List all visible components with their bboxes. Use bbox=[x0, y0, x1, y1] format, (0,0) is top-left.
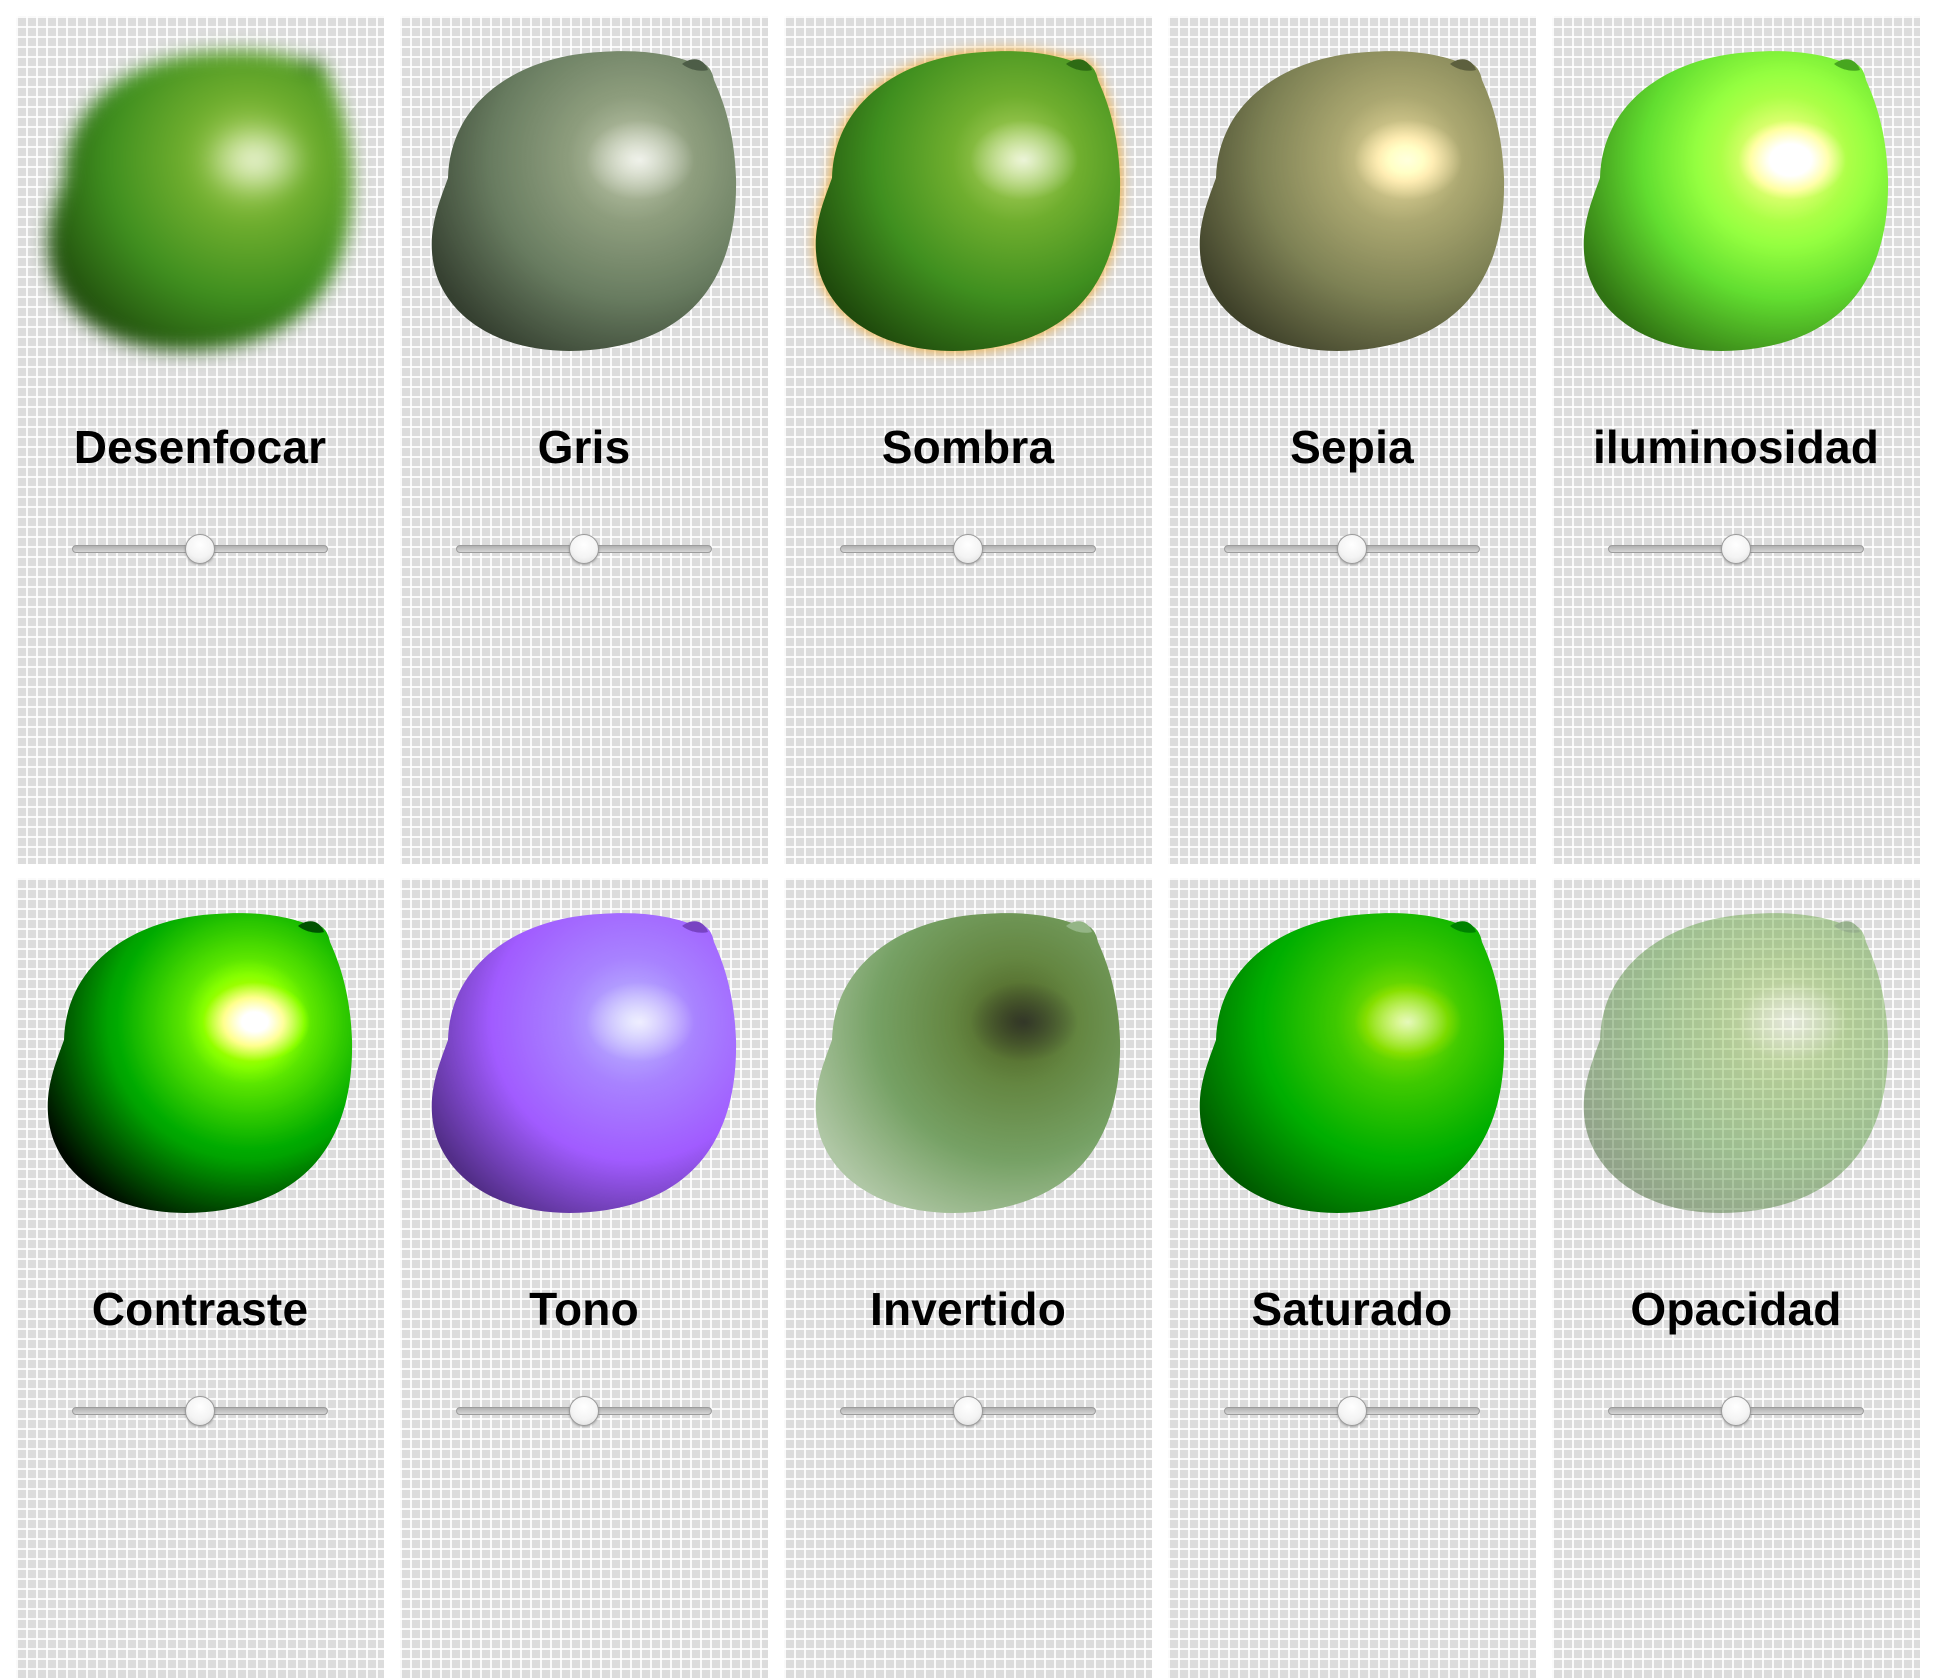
filter-card-gris: Gris bbox=[400, 16, 768, 864]
lime-image-tono bbox=[400, 890, 768, 1252]
filter-slider-tono[interactable] bbox=[456, 1396, 712, 1426]
lime-fruit-graphic bbox=[1583, 913, 1889, 1213]
lime-fruit-graphic bbox=[47, 51, 353, 351]
filter-grid: Desenfocar Gris Sombra Sepia iluminosida bbox=[16, 16, 1926, 1678]
filter-card-saturado: Saturado bbox=[1168, 878, 1536, 1678]
filter-slider-sepia[interactable] bbox=[1224, 534, 1480, 564]
lime-image-desenfocar bbox=[16, 28, 384, 390]
lime-fruit-graphic bbox=[1199, 913, 1505, 1213]
slider-thumb[interactable] bbox=[569, 534, 599, 564]
lime-fruit-graphic bbox=[431, 913, 737, 1213]
slider-thumb[interactable] bbox=[953, 1396, 983, 1426]
slider-thumb[interactable] bbox=[569, 1396, 599, 1426]
lime-fruit-graphic bbox=[47, 913, 353, 1213]
filter-slider-desenfocar[interactable] bbox=[72, 534, 328, 564]
lime-fruit-graphic bbox=[1199, 51, 1505, 351]
filter-card-opacidad: Opacidad bbox=[1552, 878, 1920, 1678]
filter-label-iluminosidad: iluminosidad bbox=[1592, 421, 1880, 473]
filter-card-invertido: Invertido bbox=[784, 878, 1152, 1678]
filter-card-contraste: Contraste bbox=[16, 878, 384, 1678]
filter-label-opacidad: Opacidad bbox=[1630, 1283, 1842, 1335]
slider-thumb[interactable] bbox=[1721, 534, 1751, 564]
filter-slider-opacidad[interactable] bbox=[1608, 1396, 1864, 1426]
slider-thumb[interactable] bbox=[953, 534, 983, 564]
lime-image-iluminosidad bbox=[1552, 28, 1920, 390]
slider-thumb[interactable] bbox=[185, 1396, 215, 1426]
filter-label-invertido: Invertido bbox=[869, 1283, 1067, 1335]
filter-card-desenfocar: Desenfocar bbox=[16, 16, 384, 864]
filter-slider-sombra[interactable] bbox=[840, 534, 1096, 564]
filter-label-tono: Tono bbox=[529, 1283, 639, 1335]
filter-card-sepia: Sepia bbox=[1168, 16, 1536, 864]
lime-image-sombra bbox=[784, 28, 1152, 390]
lime-image-invertido bbox=[784, 890, 1152, 1252]
lime-fruit-graphic bbox=[1583, 51, 1889, 351]
filter-card-sombra: Sombra bbox=[784, 16, 1152, 864]
filter-card-tono: Tono bbox=[400, 878, 768, 1678]
filter-label-sepia: Sepia bbox=[1290, 421, 1414, 473]
filter-slider-saturado[interactable] bbox=[1224, 1396, 1480, 1426]
filter-label-contraste: Contraste bbox=[91, 1283, 309, 1335]
filter-card-iluminosidad: iluminosidad bbox=[1552, 16, 1920, 864]
lime-fruit-graphic bbox=[815, 913, 1121, 1213]
filter-slider-iluminosidad[interactable] bbox=[1608, 534, 1864, 564]
filter-label-desenfocar: Desenfocar bbox=[73, 421, 327, 473]
filter-label-saturado: Saturado bbox=[1251, 1283, 1453, 1335]
lime-fruit-graphic bbox=[815, 51, 1121, 351]
slider-thumb[interactable] bbox=[1337, 534, 1367, 564]
lime-image-opacidad bbox=[1552, 890, 1920, 1252]
filter-slider-gris[interactable] bbox=[456, 534, 712, 564]
filter-label-sombra: Sombra bbox=[881, 421, 1055, 473]
lime-image-gris bbox=[400, 28, 768, 390]
lime-image-saturado bbox=[1168, 890, 1536, 1252]
filter-label-gris: Gris bbox=[537, 421, 631, 473]
lime-image-sepia bbox=[1168, 28, 1536, 390]
lime-image-contraste bbox=[16, 890, 384, 1252]
slider-thumb[interactable] bbox=[1337, 1396, 1367, 1426]
slider-thumb[interactable] bbox=[185, 534, 215, 564]
lime-fruit-graphic bbox=[431, 51, 737, 351]
filter-slider-contraste[interactable] bbox=[72, 1396, 328, 1426]
filter-slider-invertido[interactable] bbox=[840, 1396, 1096, 1426]
slider-thumb[interactable] bbox=[1721, 1396, 1751, 1426]
